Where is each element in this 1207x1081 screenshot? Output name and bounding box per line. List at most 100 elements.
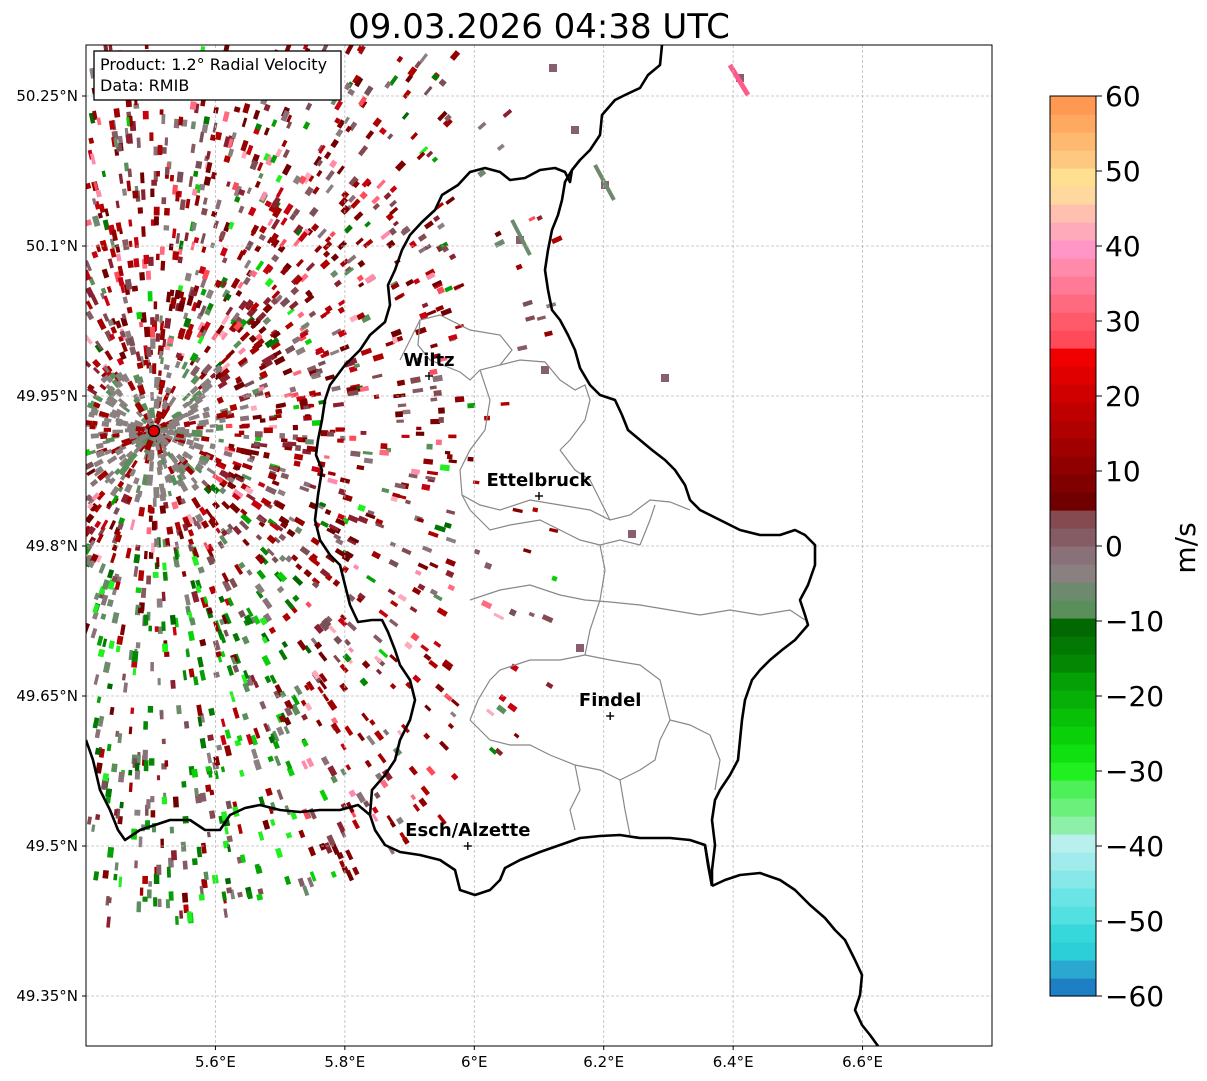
colorbar-band [1050,474,1096,493]
colorbar-band [1050,852,1096,871]
longitude-axis: 5.6°E 5.8°E 6°E 6.2°E 6.4°E 6.6°E [195,1046,883,1071]
colorbar-band [1050,366,1096,385]
colorbar-band [1050,330,1096,349]
colorbar-tick-label: 40 [1105,230,1141,263]
lon-tick-label: 5.6°E [195,1053,236,1071]
colorbar-band [1050,402,1096,421]
colorbar-band [1050,870,1096,889]
colorbar-band [1050,258,1096,277]
colorbar-tick-label: −10 [1105,605,1164,638]
city-label: Findel [579,690,642,711]
city-marker[interactable]: Ettelbruck [486,470,593,500]
colorbar-band [1050,600,1096,619]
colorbar-tick-label: 20 [1105,380,1141,413]
colorbar-tick-label: −30 [1105,755,1164,788]
colorbar-band [1050,438,1096,457]
colorbar-band [1050,942,1096,961]
colorbar-tick-label: −20 [1105,680,1164,713]
lat-tick-label: 50.25°N [16,87,78,105]
city-markers: Wiltz Ettelbruck Findel Esch/Alzette [403,350,641,850]
colorbar-unit-label: m/s [1169,522,1202,573]
velocity-echoes [86,45,751,928]
colorbar-tick-label: 50 [1105,155,1141,188]
city-marker[interactable]: Findel [579,690,642,720]
colorbar-band [1050,294,1096,313]
lat-tick-label: 49.95°N [16,387,78,405]
colorbar-band [1050,834,1096,853]
colorbar-band [1050,798,1096,817]
colorbar-band [1050,672,1096,691]
lon-tick-label: 6.4°E [713,1053,754,1071]
city-label: Esch/Alzette [405,820,530,841]
lon-tick-label: 6°E [461,1053,488,1071]
colorbar-band [1050,582,1096,601]
colorbar-band [1050,168,1096,187]
colorbar-band [1050,546,1096,565]
lon-tick-label: 6.2°E [583,1053,624,1071]
colorbar-band [1050,780,1096,799]
colorbar-band [1050,726,1096,745]
colorbar-band [1050,312,1096,331]
colorbar: 60 50 40 30 20 10 0 −10 −20 −30 −40 −50 −60 m/s [1049,80,1202,1013]
colorbar-band [1050,204,1096,223]
colorbar-band [1050,384,1096,403]
map-background [86,45,992,1046]
lat-tick-label: 49.5°N [26,837,78,855]
colorbar-band [1050,420,1096,439]
city-label: Ettelbruck [486,470,592,491]
product-info-box: Product: 1.2° Radial Velocity Data: RMIB [93,50,342,101]
lat-tick-label: 50.1°N [26,237,78,255]
national-borders [86,45,880,1046]
map-title: 09.03.2026 04:38 UTC [348,7,730,47]
colorbar-band [1050,744,1096,763]
city-marker[interactable]: Wiltz [403,350,455,380]
colorbar-band [1050,654,1096,673]
colorbar-ticks: 60 50 40 30 20 10 0 −10 −20 −30 −40 −50 −60 [1096,80,1164,1013]
radar-site-marker[interactable] [147,424,161,438]
colorbar-band [1050,978,1096,997]
colorbar-band [1050,528,1096,547]
lat-tick-label: 49.65°N [16,687,78,705]
colorbar-band [1050,456,1096,475]
colorbar-band [1050,906,1096,925]
colorbar-band [1050,690,1096,709]
data-source-label: Data: RMIB [100,76,189,95]
colorbar-band [1050,636,1096,655]
lat-tick-label: 49.35°N [16,987,78,1005]
colorbar-band [1050,888,1096,907]
colorbar-band [1050,240,1096,259]
colorbar-band [1050,510,1096,529]
lon-tick-label: 6.6°E [842,1053,883,1071]
colorbar-band [1050,222,1096,241]
colorbar-tick-label: 0 [1105,530,1123,563]
colorbar-tick-label: 30 [1105,305,1141,338]
colorbar-band [1050,96,1096,115]
colorbar-band [1050,150,1096,169]
colorbar-tick-label: 60 [1105,80,1141,113]
map-panel[interactable]: Wiltz Ettelbruck Findel Esch/Alzette [81,41,993,1047]
colorbar-band [1050,564,1096,583]
latitude-axis: 50.25°N 50.1°N 49.95°N 49.8°N 49.65°N 49.5°N 4… [16,87,86,1005]
colorbar-tick-label: −60 [1105,980,1164,1013]
colorbar-tick-label: 10 [1105,455,1141,488]
product-label: Product: 1.2° Radial Velocity [100,55,327,74]
colorbar-band [1050,708,1096,727]
colorbar-bands [1050,96,1096,997]
city-label: Wiltz [403,350,454,371]
colorbar-band [1050,924,1096,943]
colorbar-band [1050,348,1096,367]
colorbar-band [1050,762,1096,781]
colorbar-band [1050,960,1096,979]
colorbar-band [1050,618,1096,637]
colorbar-tick-label: −50 [1105,905,1164,938]
lon-tick-label: 5.8°E [324,1053,365,1071]
city-marker[interactable]: Esch/Alzette [405,820,530,850]
colorbar-band [1050,114,1096,133]
colorbar-band [1050,492,1096,511]
colorbar-tick-label: −40 [1105,830,1164,863]
colorbar-band [1050,186,1096,205]
colorbar-band [1050,816,1096,835]
canton-borders [399,314,806,836]
colorbar-band [1050,132,1096,151]
